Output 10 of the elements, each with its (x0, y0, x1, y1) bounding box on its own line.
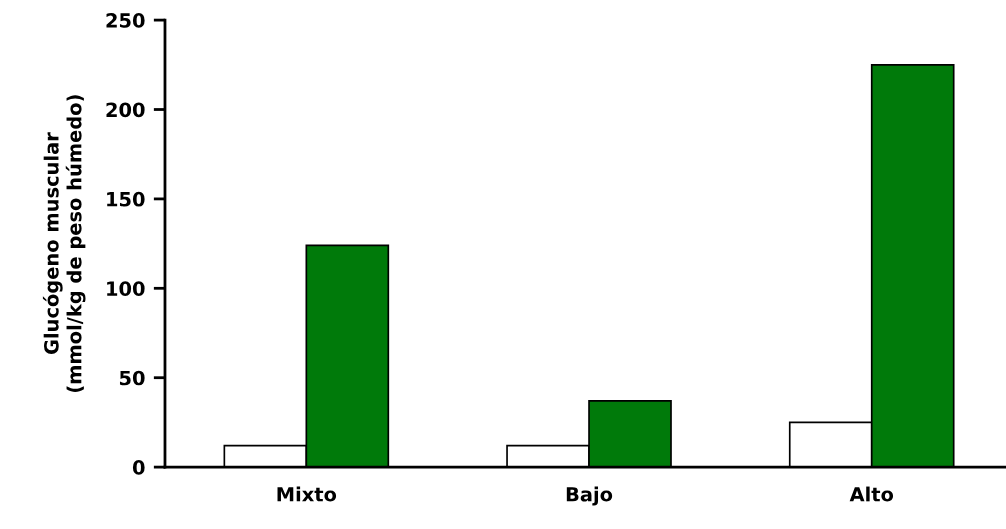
x-tick-label: Mixto (277, 486, 337, 502)
x-tick-label: Bajo (566, 486, 613, 506)
y-tick-label: 50 (119, 370, 145, 386)
x-tick-label: Alto (849, 486, 894, 502)
y-tick-label: 200 (106, 102, 145, 118)
y-axis-title: Glucógeno muscular (mmol/kg de peso húmedo) (42, 95, 86, 392)
y-tick-label: 0 (132, 460, 145, 475)
y-tick-label: 250 (106, 13, 145, 28)
y-tick-label: 100 (107, 281, 145, 296)
y-tick-label: 150 (107, 191, 145, 207)
